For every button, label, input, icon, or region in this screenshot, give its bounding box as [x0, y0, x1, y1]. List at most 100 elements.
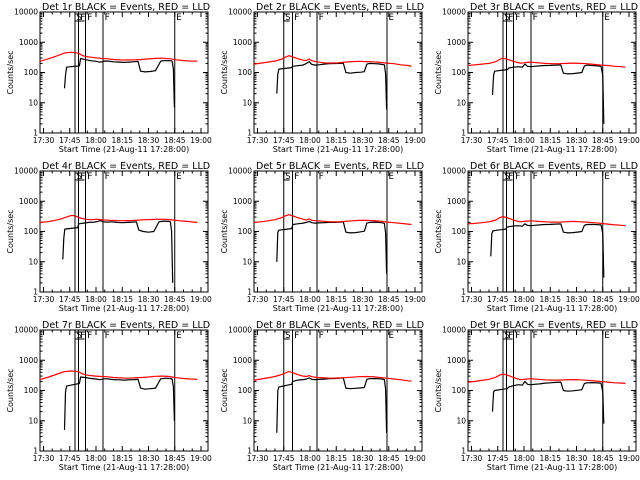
y-tick-label: 1000	[233, 356, 252, 365]
y-tick-label: 10000	[442, 8, 466, 17]
panel-det-1: Det 1r BLACK = Events, RED = LLD 1 10 100 10…	[6, 2, 212, 154]
x-tick-label: 18:45	[164, 136, 186, 145]
y-tick-label: 1	[247, 288, 252, 297]
x-axis-label: Start Time (21-Aug-11 17:28:00)	[59, 304, 190, 313]
x-axis-label: Start Time (21-Aug-11 17:28:00)	[59, 463, 190, 472]
x-tick-label: 18:00	[85, 454, 107, 463]
axes-frame	[253, 170, 423, 293]
x-tick-label: 18:00	[299, 136, 321, 145]
x-axis-label: Start Time (21-Aug-11 17:28:00)	[487, 304, 618, 313]
x-tick-label: 18:15	[325, 295, 347, 304]
x-tick-label: 18:30	[566, 295, 588, 304]
x-axis-label: Start Time (21-Aug-11 17:28:00)	[487, 463, 618, 472]
x-tick-label: 19:00	[618, 454, 640, 463]
x-tick-label: 19:00	[618, 136, 640, 145]
x-tick-label: 18:00	[299, 295, 321, 304]
y-tick-label: 1000	[19, 38, 38, 47]
x-tick-label: 17:30	[33, 295, 55, 304]
x-tick-label: 17:30	[33, 136, 55, 145]
panel-title: Det 7r BLACK = Events, RED = LLD	[42, 320, 210, 331]
y-axis-label: Counts/sec	[220, 50, 229, 94]
x-tick-label: 18:00	[85, 136, 107, 145]
marker-label: F	[515, 13, 520, 23]
x-tick-label: 18:30	[138, 136, 160, 145]
y-tick-label: 10	[456, 98, 466, 107]
y-tick-label: 10	[456, 416, 466, 425]
series-lld-line	[467, 216, 626, 227]
x-tick-label: 17:45	[487, 136, 509, 145]
series-lld-line	[467, 373, 626, 385]
x-tick-label: 18:30	[352, 136, 374, 145]
series-events-line	[63, 57, 175, 108]
marker-bracket	[506, 13, 513, 22]
panel-det-6: Det 6r BLACK = Events, RED = LLD 1 10 100 10…	[434, 161, 640, 313]
series-lld-line	[39, 51, 198, 62]
y-tick-label: 100	[238, 227, 253, 236]
marker-label: F	[87, 172, 92, 182]
y-axis-label: Counts/sec	[6, 209, 15, 253]
panel-title: Det 4r BLACK = Events, RED = LLD	[42, 161, 210, 172]
marker-label: F	[533, 172, 538, 182]
axes-frame	[467, 11, 637, 134]
x-tick-label: 18:45	[592, 295, 614, 304]
marker-label: F	[533, 331, 538, 341]
marker-label: F	[515, 172, 520, 182]
y-axis-label: Counts/sec	[6, 368, 15, 412]
x-tick-label: 18:30	[352, 295, 374, 304]
series-events-line	[276, 377, 388, 433]
axes-frame	[39, 170, 209, 293]
x-tick-label: 18:45	[378, 136, 400, 145]
series-events-line	[276, 220, 388, 274]
marker-label: S	[505, 13, 510, 23]
x-tick-label: 18:00	[513, 295, 535, 304]
marker-label: E	[604, 331, 609, 341]
x-tick-label: 18:00	[513, 136, 535, 145]
y-tick-label: 1	[461, 129, 466, 138]
panel-det-7: Det 7r BLACK = Events, RED = LLD 1 10 100 10…	[6, 320, 212, 472]
panel-title: Det 9r BLACK = Events, RED = LLD	[470, 320, 638, 331]
marker-bracket	[78, 172, 85, 181]
marker-label: F	[105, 172, 110, 182]
series-events-line	[63, 376, 175, 430]
marker-label: S	[505, 331, 510, 341]
marker-label: F	[294, 331, 299, 341]
y-tick-label: 1	[33, 447, 38, 456]
x-tick-label: 17:45	[273, 295, 295, 304]
x-tick-label: 18:45	[592, 454, 614, 463]
x-tick-label: 18:30	[566, 454, 588, 463]
marker-label: E	[176, 331, 181, 341]
y-tick-label: 100	[452, 227, 467, 236]
marker-bracket	[78, 13, 85, 22]
marker-label: E	[176, 13, 181, 23]
panel-det-2: Det 2r BLACK = Events, RED = LLD 1 10 100 10…	[220, 2, 426, 154]
marker-label: F	[80, 331, 85, 341]
x-tick-label: 18:45	[378, 295, 400, 304]
panel-det-5: Det 5r BLACK = Events, RED = LLD 1 10 100 10…	[220, 161, 426, 313]
x-tick-label: 19:00	[190, 136, 212, 145]
x-tick-label: 18:00	[299, 454, 321, 463]
x-tick-label: 18:15	[539, 454, 561, 463]
y-tick-label: 1	[247, 129, 252, 138]
marker-label: E	[389, 172, 394, 182]
y-tick-label: 10	[242, 98, 252, 107]
axes-frame	[253, 11, 423, 134]
marker-bracket	[506, 331, 513, 340]
panel-title: Det 3r BLACK = Events, RED = LLD	[470, 2, 638, 13]
y-axis-label: Counts/sec	[6, 50, 15, 94]
marker-label: F	[515, 331, 520, 341]
marker-label: F	[87, 331, 92, 341]
marker-label: F	[294, 13, 299, 23]
y-tick-label: 10000	[228, 8, 252, 17]
y-tick-label: 100	[238, 68, 253, 77]
x-tick-label: 17:45	[487, 454, 509, 463]
marker-label: F	[319, 172, 324, 182]
x-axis-label: Start Time (21-Aug-11 17:28:00)	[273, 145, 404, 154]
x-tick-label: 18:00	[85, 295, 107, 304]
panel-title: Det 6r BLACK = Events, RED = LLD	[470, 161, 638, 172]
marker-label: S	[77, 13, 82, 23]
y-tick-label: 100	[238, 386, 253, 395]
y-tick-label: 1	[461, 447, 466, 456]
series-events-line	[276, 61, 388, 110]
series-lld-line	[39, 370, 198, 381]
